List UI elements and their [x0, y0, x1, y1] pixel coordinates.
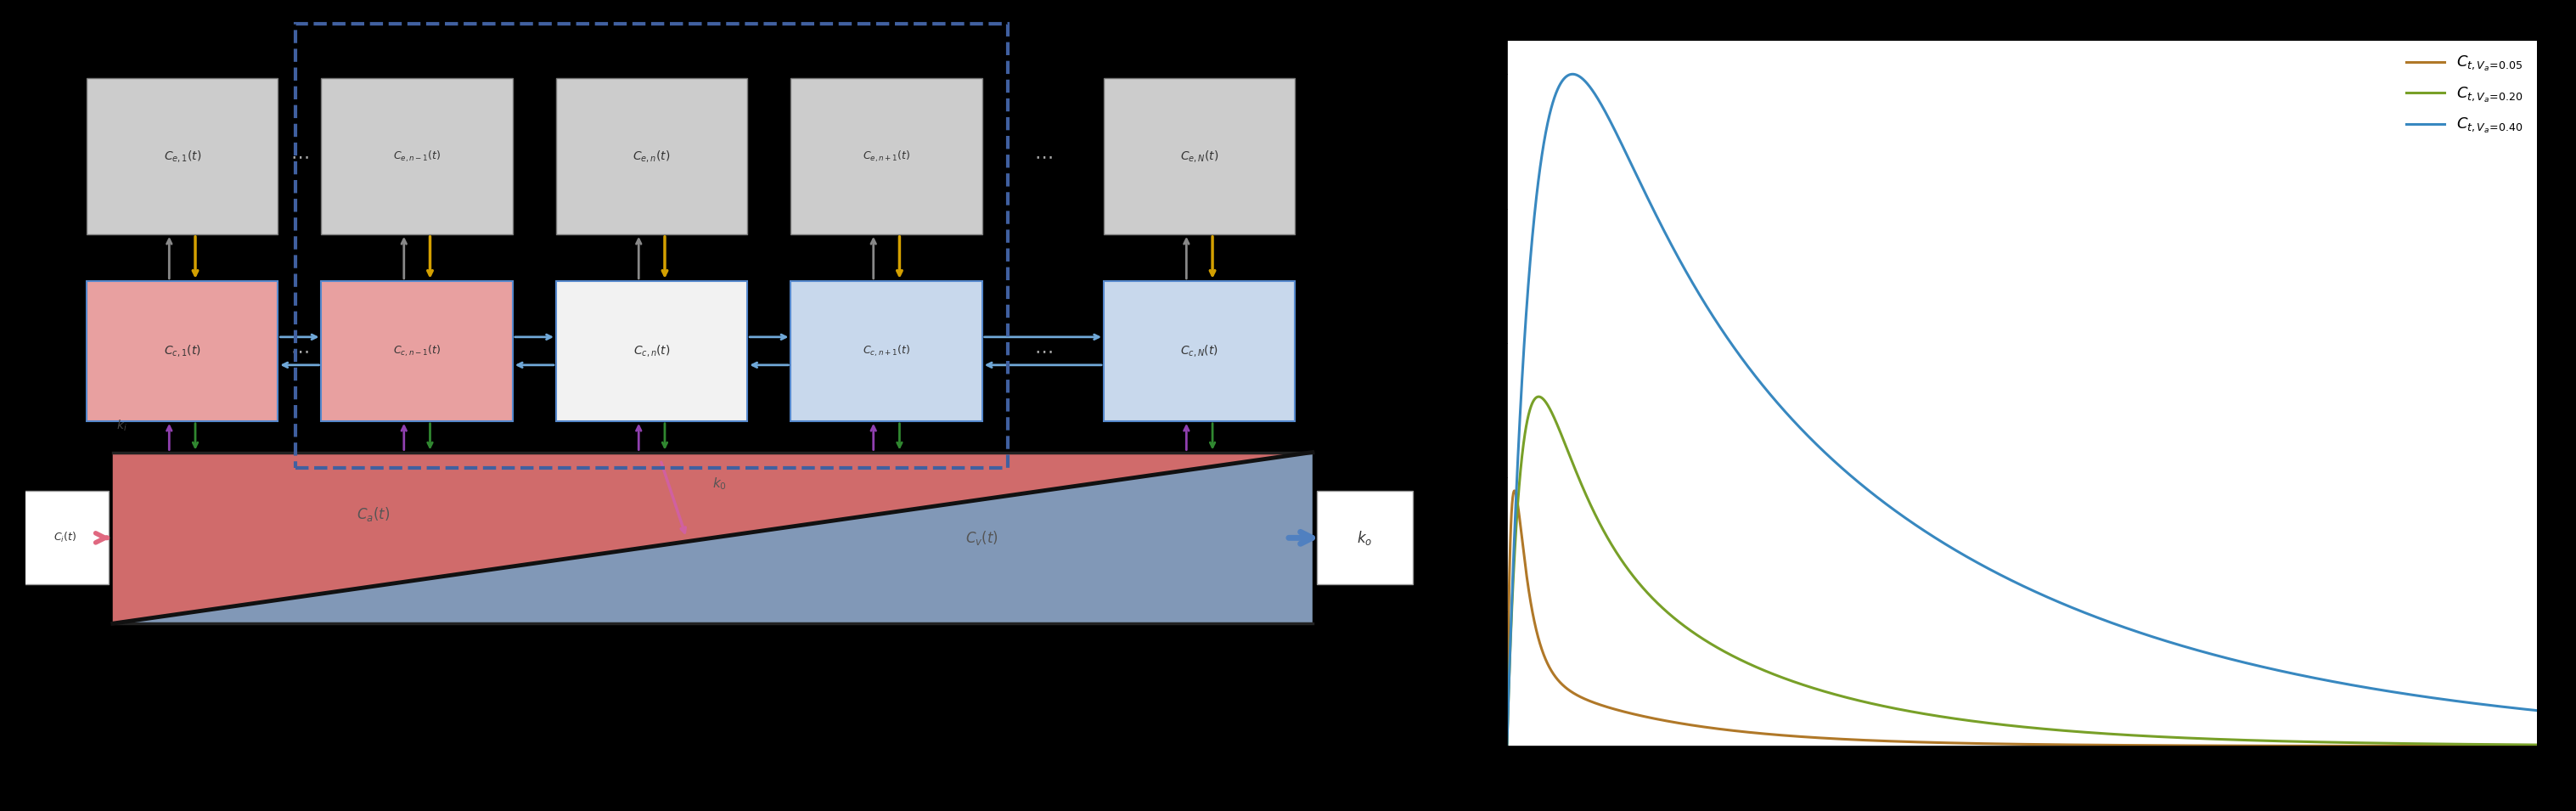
FancyBboxPatch shape [322, 79, 513, 234]
Text: $C_{c,n-1}(t)$: $C_{c,n-1}(t)$ [394, 344, 440, 358]
Text: $C_v(t)$: $C_v(t)$ [966, 529, 999, 547]
Text: $\cdots$: $\cdots$ [1033, 342, 1051, 359]
FancyBboxPatch shape [322, 281, 513, 421]
Text: $C_{e,n-1}(t)$: $C_{e,n-1}(t)$ [394, 149, 440, 164]
Text: $\cdots$: $\cdots$ [1033, 148, 1051, 165]
Text: $k_i$: $k_i$ [116, 418, 126, 433]
Polygon shape [113, 453, 1311, 624]
Text: $C_{c,n}(t)$: $C_{c,n}(t)$ [634, 343, 670, 358]
Bar [296, 24, 1007, 468]
Text: $C_{c,n+1}(t)$: $C_{c,n+1}(t)$ [863, 344, 909, 358]
Text: $C_a(t)$: $C_a(t)$ [358, 505, 389, 523]
Text: $C_{e,N}(t)$: $C_{e,N}(t)$ [1180, 148, 1218, 164]
Text: $C_{c,1}(t)$: $C_{c,1}(t)$ [165, 343, 201, 358]
FancyBboxPatch shape [556, 281, 747, 421]
Text: $C_{e,n}(t)$: $C_{e,n}(t)$ [634, 148, 670, 164]
Text: $C_i(t)$: $C_i(t)$ [54, 531, 77, 545]
FancyBboxPatch shape [556, 79, 747, 234]
FancyBboxPatch shape [1316, 491, 1412, 585]
FancyBboxPatch shape [791, 281, 981, 421]
X-axis label: Time [min]: Time [min] [1978, 775, 2066, 791]
Text: $\cdots$: $\cdots$ [291, 148, 309, 165]
Text: $k_0$: $k_0$ [714, 475, 726, 491]
Polygon shape [113, 453, 1311, 624]
FancyBboxPatch shape [791, 79, 981, 234]
Text: $\cdots$: $\cdots$ [291, 342, 309, 359]
Text: $k_o$: $k_o$ [1358, 529, 1373, 547]
Text: $C_{c,N}(t)$: $C_{c,N}(t)$ [1180, 343, 1218, 358]
FancyBboxPatch shape [1103, 281, 1296, 421]
Text: $C_{e,1}(t)$: $C_{e,1}(t)$ [162, 148, 201, 164]
FancyBboxPatch shape [88, 281, 278, 421]
Legend: $C_{t,V_a\!=\!0.05}$, $C_{t,V_a\!=\!0.20}$, $C_{t,V_a\!=\!0.40}$: $C_{t,V_a\!=\!0.05}$, $C_{t,V_a\!=\!0.20… [2401, 48, 2530, 141]
FancyBboxPatch shape [88, 79, 278, 234]
Y-axis label: Concentration: Concentration [1455, 335, 1471, 452]
Text: $C_{e,n+1}(t)$: $C_{e,n+1}(t)$ [863, 149, 909, 164]
FancyBboxPatch shape [21, 491, 108, 585]
FancyBboxPatch shape [1103, 79, 1296, 234]
